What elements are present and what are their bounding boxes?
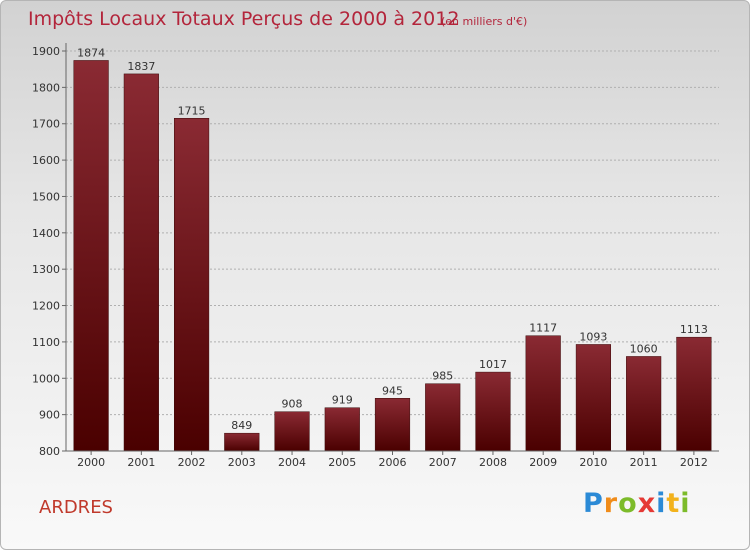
commune-name: ARDRES <box>39 497 113 518</box>
data-label: 849 <box>231 419 252 432</box>
data-label: 1837 <box>127 60 155 73</box>
logo-letter: P <box>583 488 604 519</box>
bar-2008 <box>475 371 511 452</box>
x-tick-label: 2001 <box>127 456 155 469</box>
x-tick-label: 2006 <box>379 456 407 469</box>
axes: 800 900 1000 1100 1200 1300 1400 1500 1600 1700 18… <box>32 43 719 458</box>
x-tick-label: 2009 <box>529 456 557 469</box>
bar-2010 <box>575 344 612 452</box>
y-tick-label: 1700 <box>32 118 60 131</box>
x-tick-label: 2012 <box>680 456 708 469</box>
x-tick-label: 2000 <box>77 456 105 469</box>
bar-2004 <box>274 411 310 452</box>
y-tick-label: 1800 <box>32 81 60 94</box>
x-tick-label: 2007 <box>429 456 457 469</box>
logo-letter: r <box>603 488 619 519</box>
y-tick-label: 1400 <box>32 227 60 240</box>
proxiti-logo: Proxiti <box>583 488 691 519</box>
bar-2002 <box>173 118 210 452</box>
y-tick-label: 1300 <box>32 263 60 276</box>
data-label: 1017 <box>479 358 507 371</box>
y-tick-label: 900 <box>39 409 60 422</box>
data-label: 1113 <box>680 323 708 336</box>
y-tick-label: 1500 <box>32 190 60 203</box>
bar-2001 <box>123 73 159 452</box>
data-label: 1715 <box>178 104 206 117</box>
data-label: 1874 <box>77 46 105 59</box>
y-tick-label: 1900 <box>32 45 60 58</box>
data-label: 985 <box>432 370 453 383</box>
bar-2000 <box>73 60 109 452</box>
y-tick-label: 1000 <box>32 372 60 385</box>
x-tick-label: 2008 <box>479 456 507 469</box>
chart-title: Impôts Locaux Totaux Perçus de 2000 à 20… <box>28 8 460 30</box>
bar-chart: 800 900 1000 1100 1200 1300 1400 1500 1600 1700 18… <box>32 43 719 469</box>
bar-2012 <box>676 336 712 452</box>
labels: 2000 1874 2001 1837 2002 1715 2003 849 2004 908 20… <box>77 46 708 469</box>
bar-2006 <box>374 398 411 452</box>
bar-2003 <box>224 432 260 452</box>
data-label: 945 <box>382 384 403 397</box>
y-tick-label: 800 <box>39 445 60 458</box>
x-tick-label: 2010 <box>579 456 607 469</box>
x-tick-label: 2005 <box>328 456 356 469</box>
data-label: 1060 <box>630 342 658 355</box>
y-tick-label: 1600 <box>32 154 60 167</box>
bar-2007 <box>425 383 461 452</box>
bar-2011 <box>626 356 662 452</box>
y-tick-label: 1200 <box>32 300 60 313</box>
grid-lines <box>66 50 719 416</box>
data-label: 1093 <box>579 330 607 343</box>
logo-letter: i <box>656 488 667 519</box>
x-tick-label: 2003 <box>228 456 256 469</box>
data-label: 919 <box>332 394 353 407</box>
x-tick-label: 2011 <box>630 456 658 469</box>
unit-note: (en milliers d'€) <box>441 15 528 28</box>
logo-letter: o <box>618 488 638 519</box>
bars <box>73 60 712 452</box>
data-label: 1117 <box>529 322 557 335</box>
bar-2009 <box>525 335 561 452</box>
x-tick-label: 2004 <box>278 456 306 469</box>
logo-letter: i <box>680 488 691 519</box>
x-tick-label: 2002 <box>178 456 206 469</box>
data-label: 908 <box>282 398 303 411</box>
bar-2005 <box>324 407 360 452</box>
logo-letter: x <box>637 488 657 519</box>
logo-letter: t <box>666 488 681 519</box>
y-tick-label: 1100 <box>32 336 60 349</box>
